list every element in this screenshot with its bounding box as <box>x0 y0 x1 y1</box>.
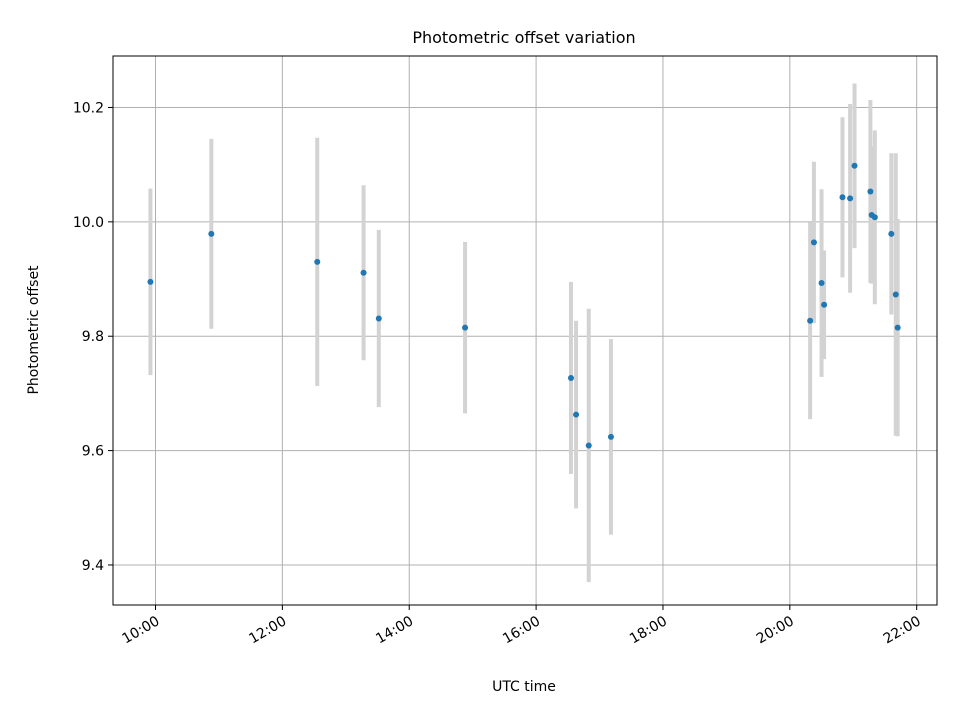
y-tick-label: 9.4 <box>82 558 104 574</box>
y-tick-label: 9.6 <box>82 444 104 460</box>
data-point <box>360 269 367 276</box>
chart-title: Photometric offset variation <box>412 28 635 47</box>
data-point <box>888 230 895 237</box>
data-point <box>567 374 574 381</box>
data-point <box>810 239 817 246</box>
data-points <box>147 162 901 449</box>
plot-frame <box>112 55 938 606</box>
data-point <box>894 324 901 331</box>
data-point <box>314 258 321 265</box>
data-point <box>208 230 215 237</box>
y-axis: 9.4 9.6 9.8 10.0 10.2 <box>73 100 113 574</box>
data-point <box>839 194 846 201</box>
grid <box>113 56 937 605</box>
y-tick-label: 9.8 <box>82 329 104 345</box>
data-point <box>462 324 469 331</box>
data-point <box>847 195 854 202</box>
y-tick-label: 10.2 <box>73 100 104 116</box>
data-point <box>892 291 899 298</box>
data-point <box>807 317 814 324</box>
data-point <box>867 188 874 195</box>
data-point <box>147 278 154 285</box>
y-tick-label: 10.0 <box>73 215 104 231</box>
data-point <box>585 442 592 449</box>
data-point <box>871 214 878 221</box>
data-point <box>573 411 580 418</box>
y-axis-label: Photometric offset <box>26 265 42 395</box>
x-axis-label: UTC time <box>492 679 556 695</box>
data-point <box>375 315 382 322</box>
data-point <box>821 301 828 308</box>
data-point <box>607 433 614 440</box>
data-point <box>851 162 858 169</box>
data-point <box>818 280 825 287</box>
